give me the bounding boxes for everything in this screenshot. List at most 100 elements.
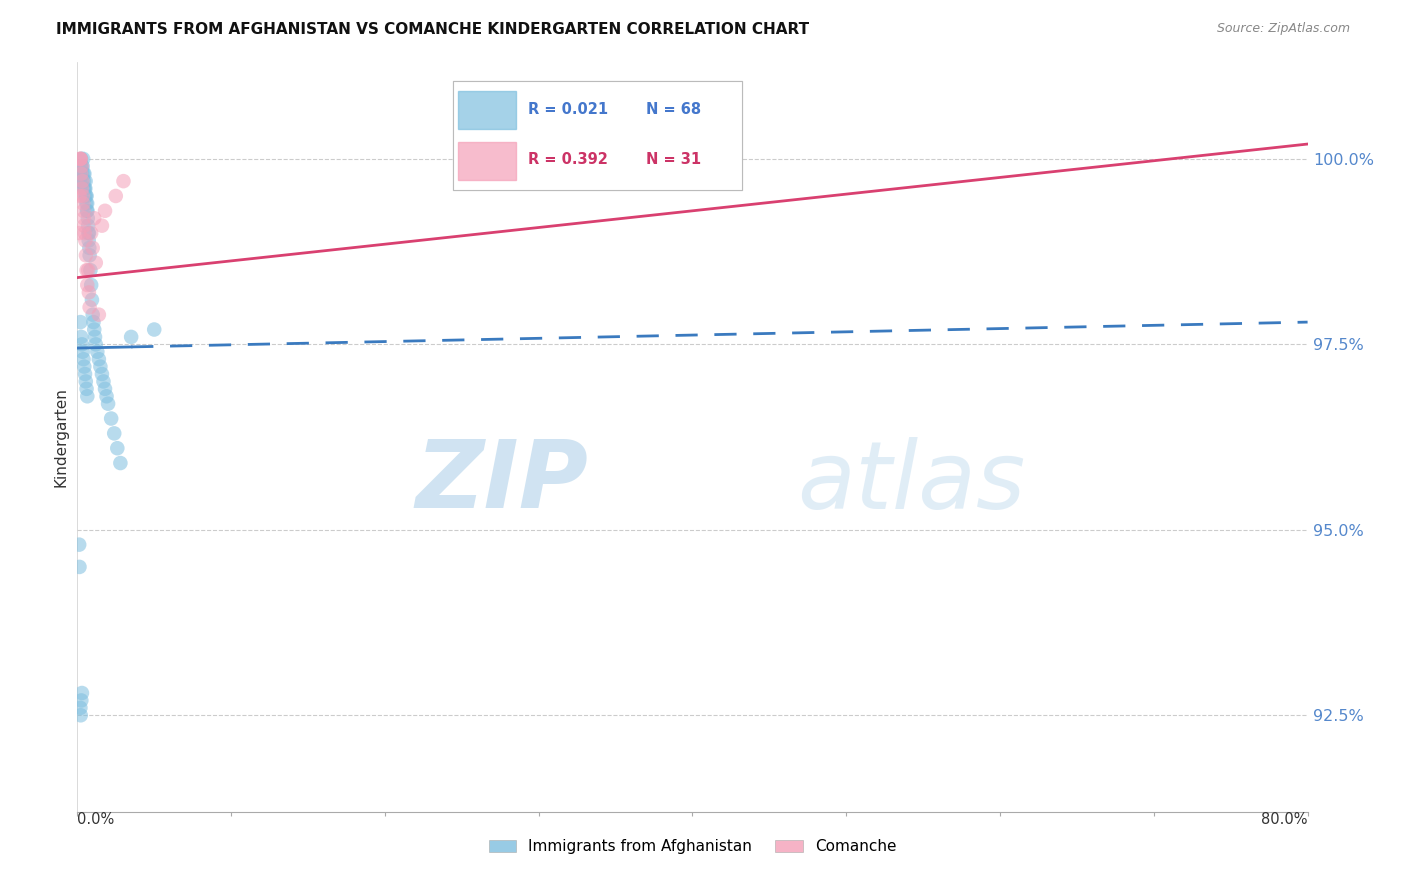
- Text: atlas: atlas: [797, 436, 1025, 527]
- Point: [76, 389, 98, 403]
- Point: [77, 263, 100, 277]
- Point: [69, 167, 91, 181]
- Point: [75, 248, 97, 262]
- Point: [77, 219, 100, 233]
- Point: [75, 189, 97, 203]
- Point: [73, 211, 96, 226]
- Text: 0.0%: 0.0%: [77, 812, 114, 827]
- Point: [72, 152, 94, 166]
- Point: [70, 337, 93, 351]
- Point: [69, 174, 91, 188]
- Point: [103, 426, 125, 441]
- Point: [70, 181, 93, 195]
- Point: [100, 411, 122, 425]
- Point: [89, 359, 111, 374]
- Point: [69, 701, 91, 715]
- Point: [75, 375, 97, 389]
- Point: [90, 219, 114, 233]
- Point: [70, 686, 93, 700]
- Point: [76, 263, 98, 277]
- Point: [86, 344, 108, 359]
- Point: [82, 308, 104, 322]
- Point: [76, 203, 98, 218]
- Point: [87, 352, 110, 367]
- Point: [69, 152, 91, 166]
- Point: [72, 344, 94, 359]
- Point: [70, 167, 93, 181]
- Point: [76, 203, 98, 218]
- Point: [84, 256, 107, 270]
- Point: [69, 708, 91, 723]
- Point: [73, 181, 96, 195]
- Point: [75, 234, 97, 248]
- Point: [75, 181, 97, 195]
- Point: [76, 211, 98, 226]
- Point: [104, 189, 127, 203]
- Point: [73, 181, 96, 195]
- Point: [77, 226, 100, 240]
- Point: [75, 174, 97, 188]
- Point: [70, 167, 93, 181]
- Y-axis label: Kindergarten: Kindergarten: [53, 387, 69, 487]
- Point: [84, 330, 107, 344]
- Point: [69, 152, 91, 166]
- Point: [96, 389, 118, 403]
- Point: [76, 382, 98, 396]
- Point: [67, 226, 90, 240]
- Point: [76, 189, 98, 203]
- Point: [72, 174, 94, 188]
- Point: [120, 330, 142, 344]
- Point: [75, 196, 97, 211]
- Text: Source: ZipAtlas.com: Source: ZipAtlas.com: [1216, 22, 1350, 36]
- Point: [143, 322, 166, 336]
- Point: [72, 203, 94, 218]
- Point: [70, 159, 93, 173]
- Point: [79, 263, 101, 277]
- Point: [80, 293, 103, 307]
- Point: [105, 441, 128, 455]
- Point: [73, 359, 96, 374]
- Point: [73, 219, 96, 233]
- Point: [70, 330, 93, 344]
- Point: [69, 152, 91, 166]
- Point: [77, 234, 100, 248]
- Point: [72, 167, 94, 181]
- Point: [94, 203, 117, 218]
- Point: [80, 278, 103, 293]
- Point: [76, 196, 98, 211]
- Point: [70, 174, 93, 188]
- Text: IMMIGRANTS FROM AFGHANISTAN VS COMANCHE KINDERGARTEN CORRELATION CHART: IMMIGRANTS FROM AFGHANISTAN VS COMANCHE …: [56, 22, 810, 37]
- Point: [77, 285, 100, 300]
- Point: [76, 278, 98, 293]
- Point: [69, 315, 91, 329]
- Text: ZIP: ZIP: [415, 436, 588, 528]
- Legend: Immigrants from Afghanistan, Comanche: Immigrants from Afghanistan, Comanche: [482, 833, 903, 860]
- Point: [69, 189, 91, 203]
- Point: [70, 159, 93, 173]
- Point: [82, 315, 104, 329]
- Point: [83, 211, 105, 226]
- Point: [72, 196, 94, 211]
- Point: [83, 322, 105, 336]
- Point: [69, 159, 91, 173]
- Point: [77, 226, 100, 240]
- Point: [73, 226, 96, 240]
- Point: [82, 241, 104, 255]
- Point: [84, 337, 107, 351]
- Point: [112, 174, 135, 188]
- Point: [73, 189, 96, 203]
- Point: [93, 375, 115, 389]
- Point: [72, 159, 94, 173]
- Point: [80, 226, 103, 240]
- Point: [87, 308, 110, 322]
- Point: [67, 538, 90, 552]
- Point: [73, 167, 96, 181]
- Point: [90, 367, 114, 381]
- Point: [70, 693, 93, 707]
- Point: [73, 174, 96, 188]
- Point: [72, 189, 94, 203]
- Point: [73, 367, 96, 381]
- Point: [79, 300, 101, 314]
- Point: [69, 560, 91, 574]
- Point: [72, 352, 94, 367]
